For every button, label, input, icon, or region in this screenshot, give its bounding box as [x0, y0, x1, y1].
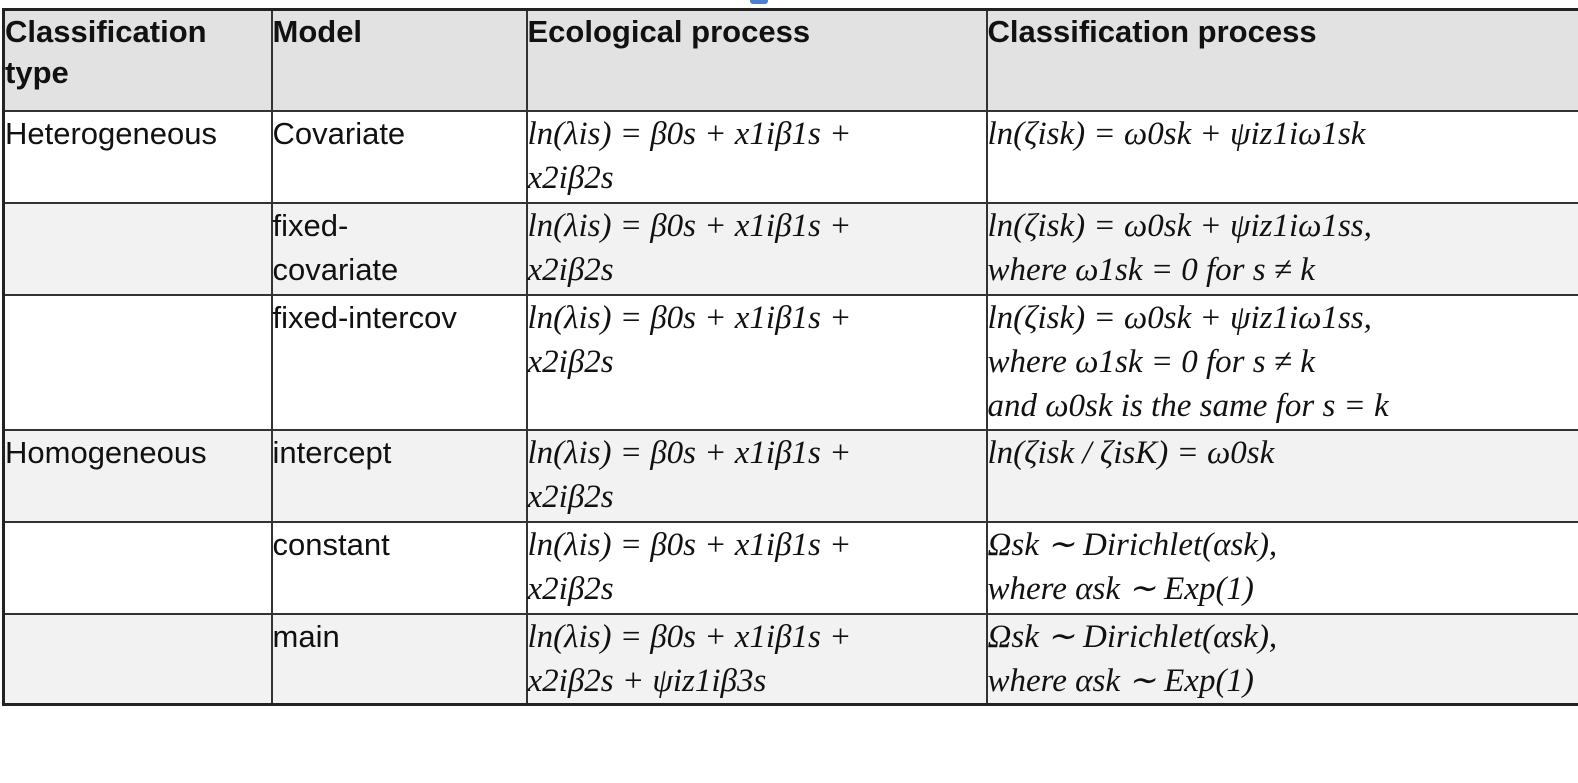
eco-line: x2iβ2s — [527, 479, 614, 515]
eco-line: ln(λis) = β0s + x1iβ1s + — [527, 435, 852, 471]
cls-line: Ωsk ∼ Dirichlet(αsk), — [987, 527, 1278, 563]
cls-line: where αsk ∼ Exp(1) — [987, 571, 1254, 607]
cell-ecological-process: ln(λis) = β0s + x1iβ1s + x2iβ2s — [525, 429, 988, 523]
cell-classification-process: ln(ζisk) = ω0sk + ψiz1iω1ss, where ω1sk … — [985, 202, 1578, 296]
cell-classification-process: Ωsk ∼ Dirichlet(αsk), where αsk ∼ Exp(1) — [985, 521, 1578, 615]
eco-line: x2iβ2s — [527, 571, 614, 607]
cell-classification-process: ln(ζisk / ζisK) = ω0sk — [985, 429, 1578, 523]
cls-line: Ωsk ∼ Dirichlet(αsk), — [987, 619, 1278, 655]
cell-classification-type — [2, 613, 273, 706]
cell-ecological-process: ln(λis) = β0s + x1iβ1s + x2iβ2s — [525, 521, 988, 615]
model-comparison-table: Classification type Model Ecological pro… — [2, 8, 1578, 706]
cell-model: fixed-intercov — [270, 294, 528, 431]
table-row: constant ln(λis) = β0s + x1iβ1s + x2iβ2s… — [2, 521, 1578, 615]
eco-line: x2iβ2s — [527, 252, 614, 288]
cell-classification-type — [2, 202, 273, 296]
header-classification-type: Classification type — [2, 8, 273, 112]
cls-line: where ω1sk = 0 for s ≠ k — [987, 252, 1315, 288]
model-line: fixed- — [272, 208, 349, 243]
cell-ecological-process: ln(λis) = β0s + x1iβ1s + x2iβ2s — [525, 294, 988, 431]
eco-line: ln(λis) = β0s + x1iβ1s + — [527, 619, 852, 655]
cls-line: where αsk ∼ Exp(1) — [987, 663, 1254, 699]
table-row: fixed- covariate ln(λis) = β0s + x1iβ1s … — [2, 202, 1578, 296]
header-classification-process: Classification process — [985, 8, 1578, 112]
eco-line: ln(λis) = β0s + x1iβ1s + — [527, 527, 852, 563]
eco-line: ln(λis) = β0s + x1iβ1s + — [527, 300, 852, 336]
cell-model: Covariate — [270, 110, 528, 204]
cell-classification-process: Ωsk ∼ Dirichlet(αsk), where αsk ∼ Exp(1) — [985, 613, 1578, 706]
model-line: covariate — [272, 252, 399, 287]
cls-line: ln(ζisk) = ω0sk + ψiz1iω1ss, — [987, 300, 1372, 336]
table-row: fixed-intercov ln(λis) = β0s + x1iβ1s + … — [2, 294, 1578, 431]
eco-line: x2iβ2s — [527, 344, 614, 380]
table-header-row: Classification type Model Ecological pro… — [2, 8, 1578, 112]
cls-line: where ω1sk = 0 for s ≠ k — [987, 344, 1315, 380]
header-model: Model — [270, 8, 528, 112]
cls-line: ln(ζisk) = ω0sk + ψiz1iω1ss, — [987, 208, 1372, 244]
cell-ecological-process: ln(λis) = β0s + x1iβ1s + x2iβ2s — [525, 202, 988, 296]
table-row: main ln(λis) = β0s + x1iβ1s + x2iβ2s + ψ… — [2, 613, 1578, 706]
cell-classification-process: ln(ζisk) = ω0sk + ψiz1iω1ss, where ω1sk … — [985, 294, 1578, 431]
cell-model: fixed- covariate — [270, 202, 528, 296]
cls-line: ln(ζisk / ζisK) = ω0sk — [987, 435, 1275, 471]
cell-ecological-process: ln(λis) = β0s + x1iβ1s + x2iβ2s — [525, 110, 988, 204]
top-accent-mark — [750, 0, 768, 4]
header-ecological-process: Ecological process — [525, 8, 988, 112]
table-row: Heterogeneous Covariate ln(λis) = β0s + … — [2, 110, 1578, 204]
cell-model: main — [270, 613, 528, 706]
cell-classification-type — [2, 521, 273, 615]
table-row: Homogeneous intercept ln(λis) = β0s + x1… — [2, 429, 1578, 523]
cell-classification-type: Homogeneous — [2, 429, 273, 523]
cls-line: ln(ζisk) = ω0sk + ψiz1iω1sk — [987, 116, 1366, 152]
cell-model: constant — [270, 521, 528, 615]
eco-line: ln(λis) = β0s + x1iβ1s + — [527, 116, 852, 152]
eco-line: x2iβ2s — [527, 160, 614, 196]
cell-classification-process: ln(ζisk) = ω0sk + ψiz1iω1sk — [985, 110, 1578, 204]
cell-classification-type: Heterogeneous — [2, 110, 273, 204]
eco-line: ln(λis) = β0s + x1iβ1s + — [527, 208, 852, 244]
eco-line: x2iβ2s + ψiz1iβ3s — [527, 663, 767, 699]
cell-model: intercept — [270, 429, 528, 523]
cell-classification-type — [2, 294, 273, 431]
cell-ecological-process: ln(λis) = β0s + x1iβ1s + x2iβ2s + ψiz1iβ… — [525, 613, 988, 706]
cls-line: and ω0sk is the same for s = k — [987, 388, 1389, 424]
